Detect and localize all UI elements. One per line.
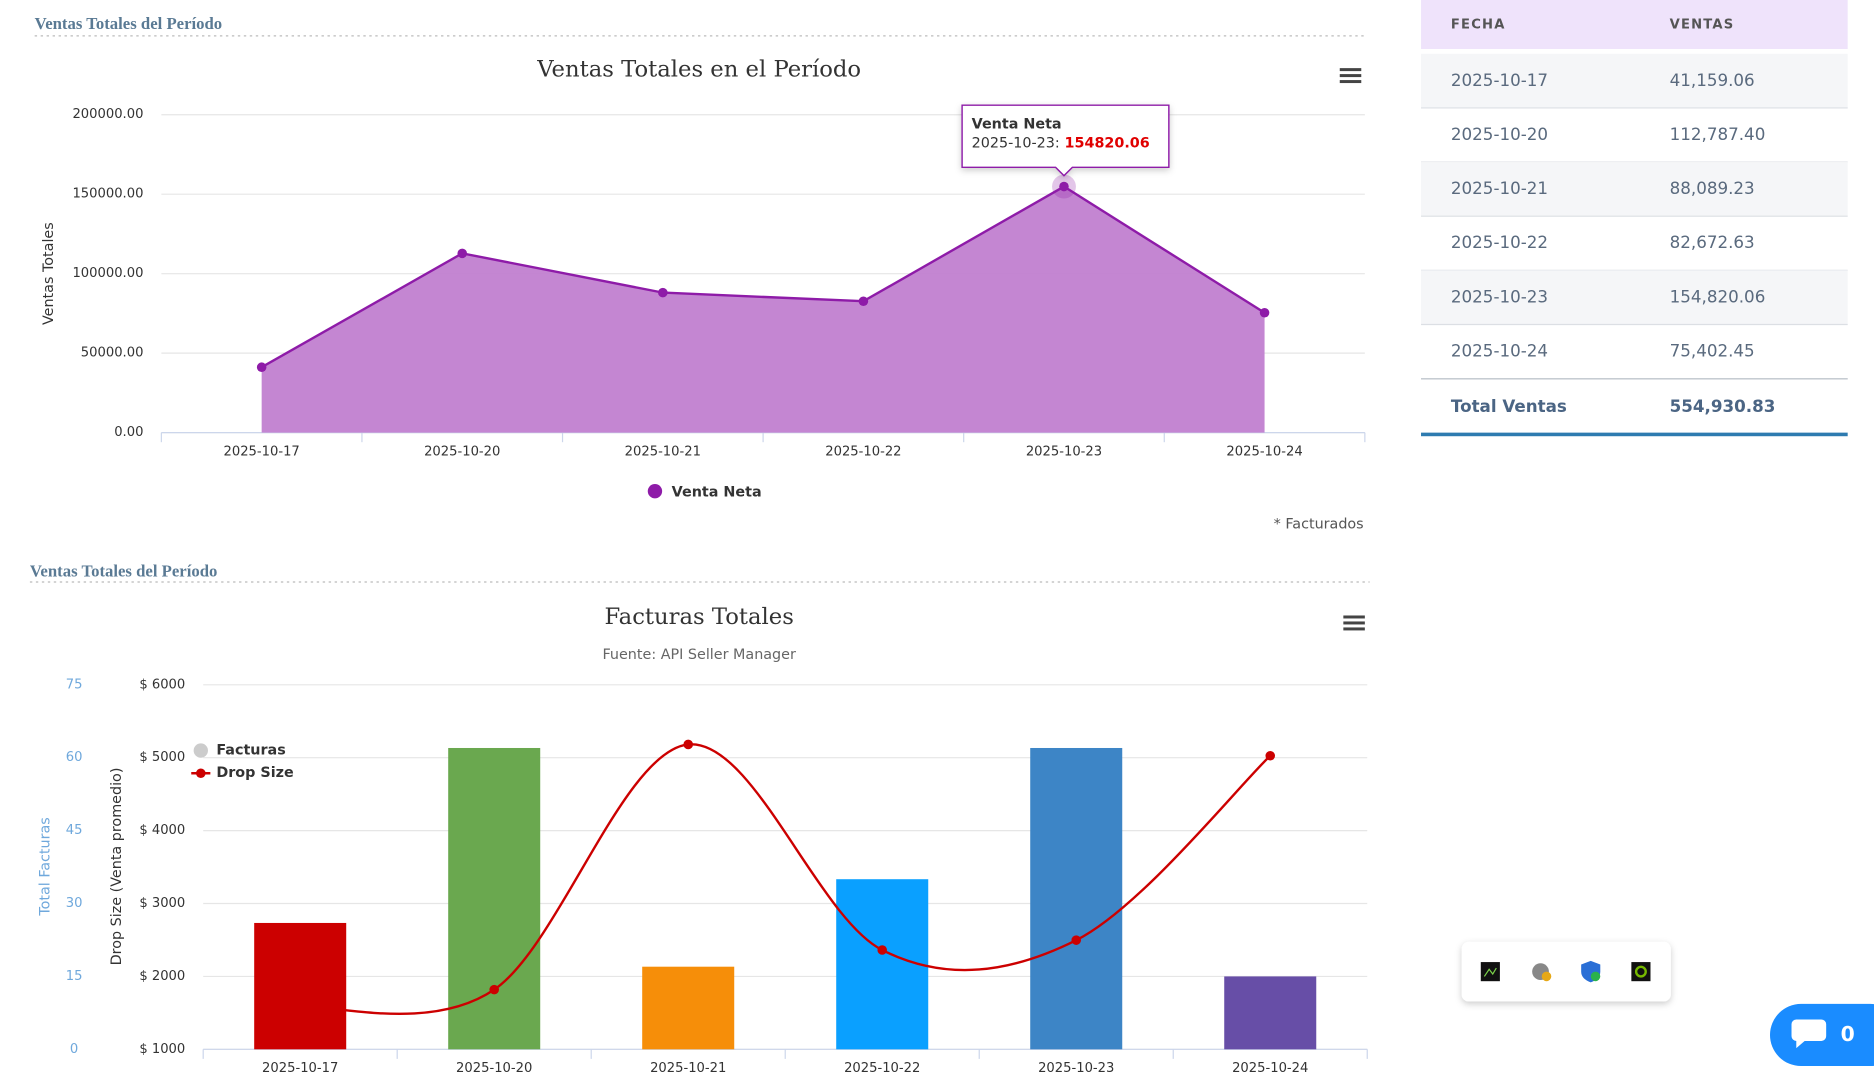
- y2-tick-label: 45: [66, 823, 83, 838]
- table-cell: 2025-10-20: [1451, 124, 1548, 144]
- table-cell: 88,089.23: [1670, 178, 1755, 198]
- y2-tick-label: 75: [66, 677, 83, 692]
- point: [858, 296, 869, 307]
- table-header: FECHA: [1451, 18, 1506, 33]
- y-axis-title: Ventas Totales: [41, 222, 57, 325]
- area: [261, 186, 1265, 433]
- legend-label: Venta Neta: [672, 484, 762, 500]
- table-total: Total Ventas: [1451, 396, 1567, 416]
- legend-marker: [193, 743, 208, 758]
- section-title: Ventas Totales del Período: [35, 14, 222, 33]
- point: [489, 984, 499, 995]
- table-cell: 154,820.06: [1670, 286, 1766, 306]
- y-tick-label: $ 2000: [139, 969, 185, 984]
- table-cell: 2025-10-23: [1451, 286, 1548, 306]
- note: * Facturados: [1274, 517, 1364, 533]
- chart-title: Ventas Totales en el Período: [536, 57, 861, 83]
- y-tick-label: $ 6000: [139, 677, 185, 692]
- table-total: 554,930.83: [1670, 396, 1776, 416]
- y2-tick-label: 0: [70, 1042, 78, 1057]
- point: [683, 739, 693, 750]
- bar: [642, 966, 735, 1050]
- y-tick-label: $ 1000: [139, 1042, 185, 1057]
- point: [1071, 935, 1082, 945]
- tooltip-title: Venta Neta: [972, 116, 1062, 132]
- table-cell: 112,787.40: [1670, 124, 1766, 144]
- menu-icon[interactable]: [1343, 615, 1365, 631]
- bar: [1030, 747, 1123, 1050]
- line: [261, 185, 1266, 369]
- table-row-bg: [1421, 270, 1848, 325]
- bar: [448, 747, 541, 1050]
- legend-marker: [196, 768, 206, 779]
- chat-button[interactable]: 0: [1770, 1003, 1874, 1067]
- line: [300, 743, 1272, 1015]
- y-tick-label: 0.00: [114, 425, 143, 440]
- legend-label: Drop Size: [216, 765, 294, 781]
- x-tick-label: 2025-10-21: [650, 1061, 726, 1076]
- y2-tick-label: 30: [66, 896, 83, 911]
- y2-tick-label: 60: [66, 750, 83, 765]
- hover-halo: [1052, 174, 1076, 199]
- y-tick-label: 150000.00: [72, 187, 143, 202]
- chart-title: Facturas Totales: [604, 604, 793, 630]
- menu-icon[interactable]: [1339, 68, 1362, 84]
- section-title: Ventas Totales del Período: [30, 561, 217, 580]
- x-tick-label: 2025-10-23: [1038, 1061, 1114, 1076]
- x-tick-label: 2025-10-17: [224, 444, 300, 459]
- point: [295, 1002, 305, 1012]
- x-tick-label: 2025-10-24: [1226, 444, 1302, 459]
- table-cell: 75,402.45: [1670, 340, 1755, 360]
- table-cell: 41,159.06: [1670, 70, 1755, 90]
- bar: [1224, 976, 1317, 1050]
- x-tick-label: 2025-10-21: [625, 444, 701, 459]
- point: [1265, 750, 1276, 761]
- tooltip-label: 2025-10-23:: [972, 135, 1060, 151]
- legend-label: Facturas: [216, 743, 285, 759]
- y-tick-label: 100000.00: [72, 266, 143, 281]
- x-tick-label: 2025-10-20: [424, 444, 500, 459]
- point: [457, 248, 468, 259]
- x-tick-label: 2025-10-20: [456, 1061, 532, 1076]
- point: [877, 945, 888, 955]
- table-row-bg: [1421, 162, 1848, 217]
- table-cell: 2025-10-24: [1451, 340, 1548, 360]
- point: [1059, 181, 1069, 192]
- x-tick-label: 2025-10-17: [262, 1061, 338, 1076]
- y-tick-label: 50000.00: [81, 346, 144, 361]
- tooltip-value: 154820.06: [1065, 135, 1150, 151]
- x-tick-label: 2025-10-22: [844, 1061, 920, 1076]
- table-bottom-bar: [1421, 432, 1848, 437]
- table-cell: 2025-10-21: [1451, 178, 1548, 198]
- y-tick-label: $ 4000: [139, 823, 185, 838]
- y-axis-title: Drop Size (Venta promedio): [109, 768, 125, 966]
- chart-subtitle: Fuente: API Seller Manager: [602, 647, 796, 663]
- bar: [254, 922, 347, 1050]
- y2-axis-title: Total Facturas: [37, 817, 53, 916]
- chat-count: 0: [1841, 1022, 1855, 1046]
- x-tick-label: 2025-10-23: [1026, 444, 1102, 459]
- table-cell: 2025-10-17: [1451, 70, 1548, 90]
- y-tick-label: 200000.00: [72, 107, 143, 122]
- table-row-bg: [1421, 53, 1848, 108]
- point: [256, 362, 267, 372]
- y-tick-label: $ 5000: [139, 750, 185, 765]
- legend-marker: [647, 484, 663, 499]
- x-tick-label: 2025-10-22: [825, 444, 901, 459]
- bar: [836, 879, 929, 1050]
- table-header: VENTAS: [1670, 18, 1735, 33]
- table-header-bg: [1421, 0, 1848, 49]
- y-tick-label: $ 3000: [139, 896, 185, 911]
- y2-tick-label: 15: [66, 969, 83, 984]
- table-cell: 82,672.63: [1670, 232, 1755, 252]
- point: [658, 287, 668, 298]
- tray-icon[interactable]: [1631, 962, 1651, 982]
- point: [1259, 308, 1270, 318]
- taskbar-tray: [1461, 941, 1671, 1002]
- tooltip-box: [961, 104, 1170, 177]
- x-tick-label: 2025-10-24: [1232, 1061, 1308, 1076]
- table-cell: 2025-10-22: [1451, 232, 1548, 252]
